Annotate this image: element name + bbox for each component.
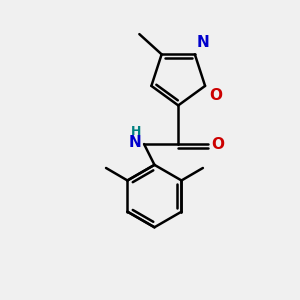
Text: O: O [212,136,224,152]
Text: N: N [196,35,209,50]
Text: N: N [129,135,142,150]
Text: H: H [131,124,142,137]
Text: O: O [209,88,222,103]
